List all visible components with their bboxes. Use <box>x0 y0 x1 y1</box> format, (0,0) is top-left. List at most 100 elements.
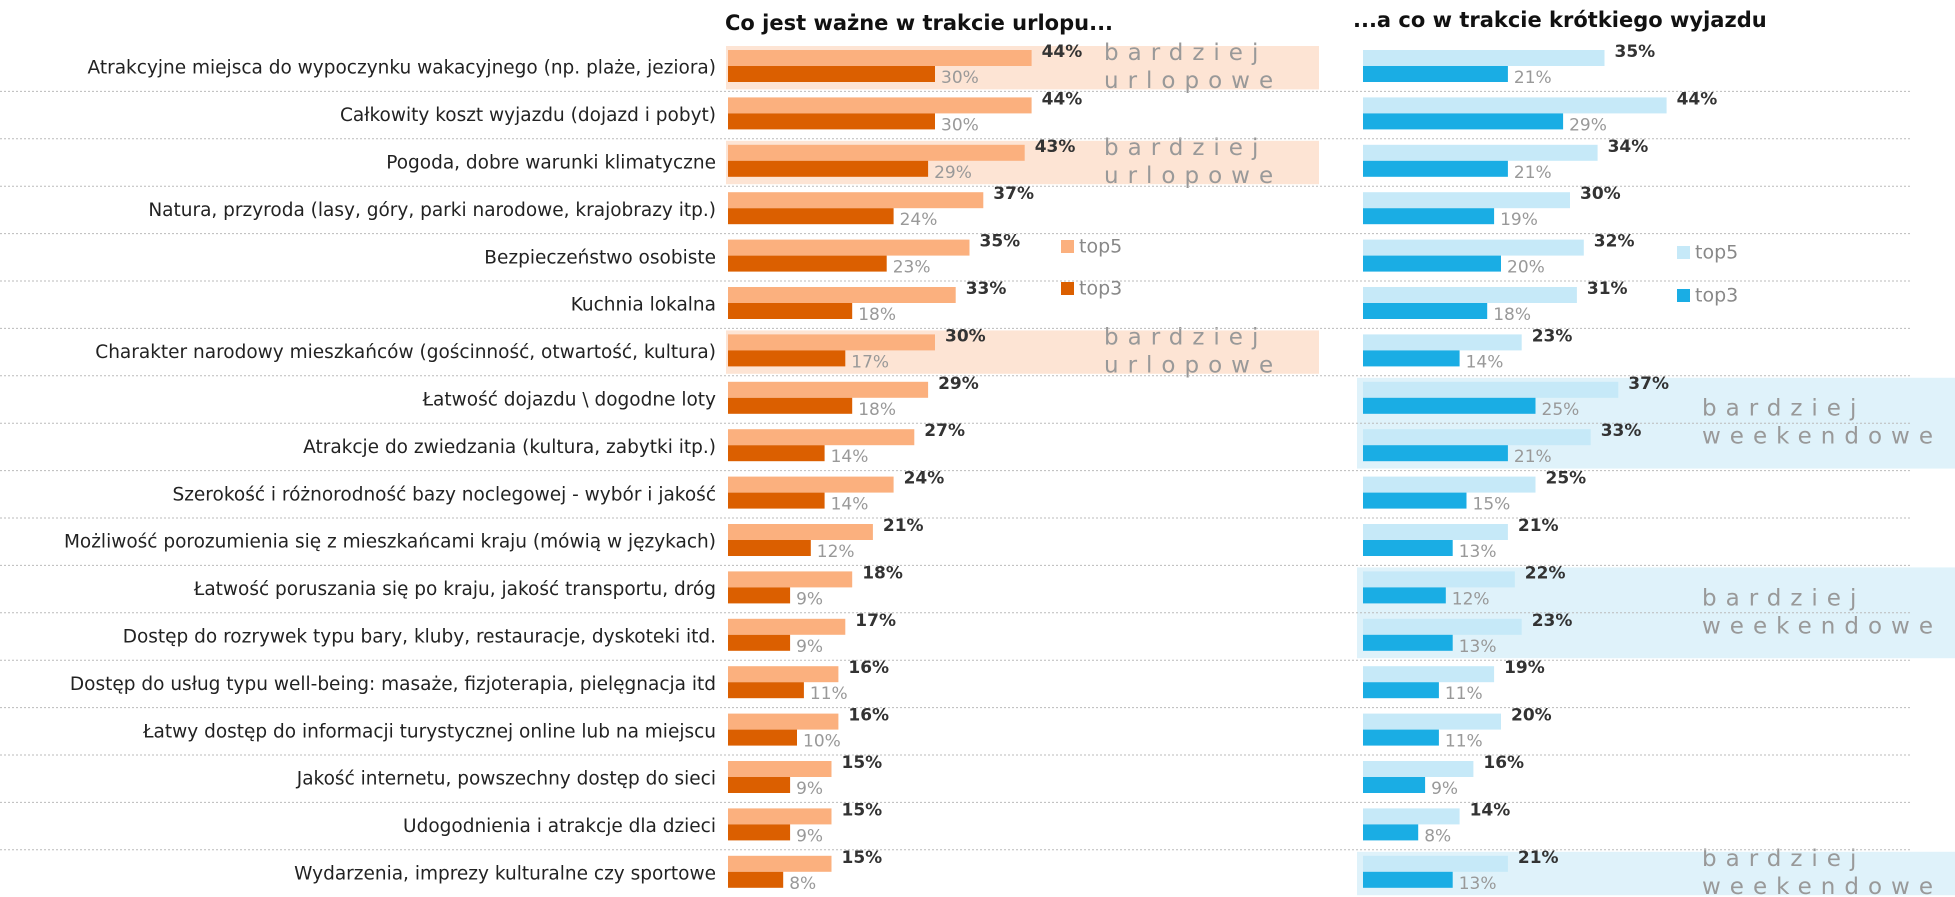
value-label: 11% <box>1445 684 1483 704</box>
bar <box>1363 571 1515 588</box>
bar <box>728 824 791 841</box>
value-label: 8% <box>1424 826 1451 846</box>
value-label: 33% <box>1601 421 1642 441</box>
value-label: 24% <box>900 210 938 230</box>
bar <box>1363 144 1598 161</box>
value-label: 11% <box>1445 732 1483 752</box>
value-label: 33% <box>966 279 1007 299</box>
value-label: 19% <box>1500 210 1538 230</box>
bar <box>728 144 1025 161</box>
value-label: 14% <box>831 447 869 467</box>
bar <box>1363 540 1453 556</box>
value-label: 18% <box>858 305 896 325</box>
value-label: 23% <box>1532 326 1573 346</box>
value-label: 15% <box>842 753 883 773</box>
value-label: 9% <box>796 826 823 846</box>
value-label: 32% <box>1594 232 1635 252</box>
category-label: Łatwość poruszania się po kraju, jakość … <box>193 579 716 600</box>
bar <box>728 618 846 635</box>
legend-label: top3 <box>1695 285 1738 307</box>
bar <box>728 492 825 509</box>
bar <box>1363 682 1439 699</box>
bar <box>1363 160 1508 177</box>
value-label: 14% <box>1470 800 1511 820</box>
bar <box>1363 634 1453 651</box>
value-label: 16% <box>1483 753 1524 773</box>
bar <box>1363 761 1474 777</box>
value-label: 25% <box>1542 400 1580 420</box>
value-label: 8% <box>789 874 816 894</box>
value-label: 9% <box>796 779 823 799</box>
bar <box>728 445 825 462</box>
bar <box>1363 524 1508 540</box>
value-label: 13% <box>1459 637 1497 657</box>
bar <box>1363 239 1584 256</box>
category-label: Dostęp do rozrywek typu bary, kluby, res… <box>123 627 716 648</box>
value-label: 21% <box>1514 447 1552 467</box>
value-label: 43% <box>1035 137 1076 157</box>
value-label: 15% <box>842 800 883 820</box>
bar <box>1363 666 1495 683</box>
value-label: 19% <box>1504 658 1545 678</box>
bar <box>728 476 894 493</box>
category-label: Kuchnia lokalna <box>571 295 716 316</box>
bar <box>728 160 929 177</box>
bar <box>728 524 873 540</box>
bar <box>728 871 784 888</box>
bar <box>1363 777 1426 793</box>
bar <box>728 682 804 699</box>
bar <box>728 571 853 588</box>
bar <box>1363 287 1577 303</box>
annotation: bardziej <box>1104 325 1267 351</box>
annotation: bardziej <box>1702 585 1865 611</box>
annotation: urlopowe <box>1104 163 1282 189</box>
bar <box>728 334 935 351</box>
value-label: 35% <box>980 232 1021 252</box>
bar <box>728 208 894 225</box>
bar <box>728 50 1032 66</box>
value-label: 30% <box>941 115 979 135</box>
category-label: Atrakcje do zwiedzania (kultura, zabytki… <box>303 437 716 458</box>
bar <box>1363 255 1501 272</box>
category-label: Charakter narodowy mieszkańców (gościnno… <box>95 342 716 363</box>
category-label: Dostęp do usług typu well-being: masaże,… <box>70 674 716 695</box>
value-label: 29% <box>1569 115 1607 135</box>
category-label: Atrakcyjne miejsca do wypoczynku wakacyj… <box>88 58 716 79</box>
bar <box>728 761 832 777</box>
value-label: 15% <box>842 848 883 868</box>
category-label: Udogodnienia i atrakcje dla dzieci <box>403 816 716 837</box>
bar <box>1363 350 1460 367</box>
value-label: 9% <box>796 637 823 657</box>
bar <box>1363 113 1564 130</box>
annotation: bardziej <box>1702 396 1865 422</box>
value-label: 25% <box>1546 469 1587 489</box>
bar <box>1363 50 1605 66</box>
bar <box>728 429 915 446</box>
value-label: 14% <box>831 495 869 515</box>
annotation: weekendowe <box>1702 424 1942 450</box>
annotation: urlopowe <box>1104 68 1282 94</box>
value-label: 44% <box>1042 89 1083 109</box>
value-label: 23% <box>893 258 931 278</box>
chart-title: ...a co w trakcie krótkiego wyjazdu <box>1353 8 1767 32</box>
bar <box>1363 208 1495 225</box>
bar <box>1363 824 1419 841</box>
value-label: 13% <box>1459 874 1497 894</box>
category-label: Łatwość dojazdu \ dogodne loty <box>422 390 716 411</box>
value-label: 12% <box>817 542 855 562</box>
bar <box>1363 192 1570 209</box>
category-label: Jakość internetu, powszechny dostęp do s… <box>296 769 716 790</box>
value-label: 9% <box>1431 779 1458 799</box>
value-label: 31% <box>1587 279 1628 299</box>
value-label: 30% <box>941 68 979 88</box>
bar <box>1363 618 1522 635</box>
value-label: 21% <box>1518 516 1559 536</box>
value-label: 18% <box>858 400 896 420</box>
value-label: 18% <box>1493 305 1531 325</box>
value-label: 15% <box>1473 495 1511 515</box>
value-label: 9% <box>796 589 823 609</box>
value-label: 12% <box>1452 589 1490 609</box>
value-label: 44% <box>1042 42 1083 62</box>
